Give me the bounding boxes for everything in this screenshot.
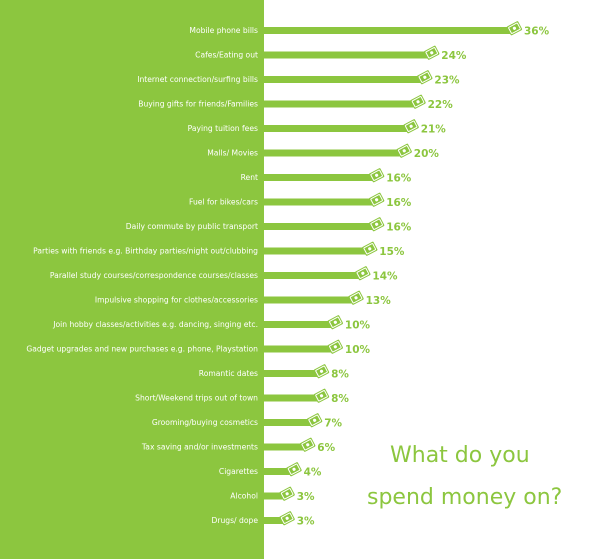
- value-label-7: 16%: [386, 197, 412, 209]
- value-label-15: 8%: [331, 393, 349, 405]
- value-labels-group: 36% 24% 23% 22% 21% 20% 16% 16% 16% 15% 14% 13% 10% 1…: [297, 26, 550, 528]
- bar-5: [264, 149, 402, 157]
- value-label-16: 7%: [324, 418, 342, 430]
- category-label-15: Short/Weekend trips out of town: [135, 394, 258, 403]
- money-note-icon: [313, 364, 330, 379]
- value-label-14: 8%: [331, 369, 349, 381]
- bar-16: [264, 419, 313, 426]
- value-label-20: 3%: [297, 516, 315, 528]
- value-label-1: 24%: [441, 50, 467, 62]
- money-note-icon: [368, 168, 385, 183]
- category-label-17: Tax saving and/or investments: [141, 443, 258, 452]
- money-note-icon: [362, 241, 378, 256]
- money-note-icon: [279, 511, 295, 526]
- bar-0: [264, 27, 512, 34]
- bar-6: [264, 174, 375, 181]
- money-note-icon: [327, 339, 344, 354]
- bar-13: [264, 345, 333, 353]
- category-label-2: Internet connection/surfing bills: [137, 75, 258, 84]
- value-label-5: 20%: [414, 148, 440, 160]
- money-note-icon: [368, 192, 385, 207]
- category-label-10: Parallel study courses/correspondence co…: [50, 271, 258, 280]
- value-label-19: 3%: [297, 491, 315, 503]
- bar-12: [264, 321, 333, 328]
- value-label-10: 14%: [372, 271, 398, 283]
- money-note-icon: [424, 45, 440, 60]
- value-label-8: 16%: [386, 222, 412, 234]
- money-note-icon: [368, 217, 385, 232]
- bar-9: [264, 247, 368, 255]
- category-label-8: Daily commute by public transport: [126, 222, 258, 231]
- category-label-5: Malls/ Movies: [207, 149, 258, 158]
- value-label-2: 23%: [434, 75, 460, 87]
- value-label-9: 15%: [379, 246, 405, 258]
- bar-11: [264, 296, 354, 304]
- money-note-icon: [300, 437, 316, 452]
- money-note-icon: [417, 70, 433, 85]
- money-note-icon: [306, 413, 323, 428]
- money-note-icon: [348, 290, 364, 305]
- category-label-0: Mobile phone bills: [189, 26, 258, 35]
- money-note-icon: [403, 119, 419, 134]
- money-note-icon: [506, 21, 523, 36]
- bar-2: [264, 76, 423, 83]
- category-label-14: Romantic dates: [199, 369, 258, 378]
- money-note-icon: [410, 94, 426, 109]
- category-label-20: Drugs/ dope: [212, 516, 259, 525]
- category-label-6: Rent: [241, 173, 258, 182]
- bar-20: [264, 517, 285, 524]
- category-label-18: Cigarettes: [219, 467, 258, 476]
- title-line-2: spend money on?: [367, 485, 562, 510]
- category-label-11: Impulsive shopping for clothes/accessori…: [95, 296, 258, 305]
- value-label-6: 16%: [386, 173, 412, 185]
- money-note-icon: [396, 143, 412, 158]
- bar-14: [264, 370, 320, 377]
- value-label-0: 36%: [524, 26, 550, 38]
- money-note-icon: [286, 462, 302, 477]
- bar-19: [264, 492, 285, 500]
- bar-17: [264, 443, 306, 451]
- bar-10: [264, 272, 361, 279]
- bar-3: [264, 100, 416, 108]
- category-label-12: Join hobby classes/activities e.g. danci…: [52, 320, 258, 329]
- category-label-3: Buying gifts for friends/Families: [138, 100, 258, 109]
- category-label-1: Cafes/Eating out: [195, 51, 258, 60]
- bar-18: [264, 468, 292, 475]
- category-label-7: Fuel for bikes/cars: [189, 198, 258, 207]
- money-note-icon: [279, 486, 295, 501]
- category-label-9: Parties with friends e.g. Birthday parti…: [33, 247, 258, 256]
- bars-group: [264, 21, 523, 526]
- value-label-17: 6%: [317, 442, 335, 454]
- bar-8: [264, 223, 375, 230]
- value-label-11: 13%: [366, 295, 392, 307]
- category-labels-group: Mobile phone bills Cafes/Eating out Intern…: [26, 26, 258, 525]
- category-label-4: Paying tuition fees: [188, 124, 258, 133]
- green-label-panel: [0, 0, 264, 559]
- bar-7: [264, 198, 375, 206]
- money-note-icon: [327, 315, 344, 330]
- chart-title: What do you spend money on?: [367, 443, 562, 510]
- value-label-13: 10%: [345, 344, 371, 356]
- value-label-18: 4%: [304, 467, 322, 479]
- value-label-4: 21%: [421, 124, 447, 136]
- value-label-12: 10%: [345, 320, 371, 332]
- money-note-icon: [313, 388, 330, 403]
- bar-1: [264, 51, 430, 59]
- bar-15: [264, 394, 320, 402]
- category-label-19: Alcohol: [230, 492, 258, 501]
- money-note-icon: [355, 266, 371, 281]
- bar-4: [264, 125, 409, 132]
- category-label-16: Grooming/buying cosmetics: [152, 418, 258, 427]
- title-line-1: What do you: [390, 443, 530, 468]
- value-label-3: 22%: [428, 99, 454, 111]
- category-label-13: Gadget upgrades and new purchases e.g. p…: [26, 345, 258, 354]
